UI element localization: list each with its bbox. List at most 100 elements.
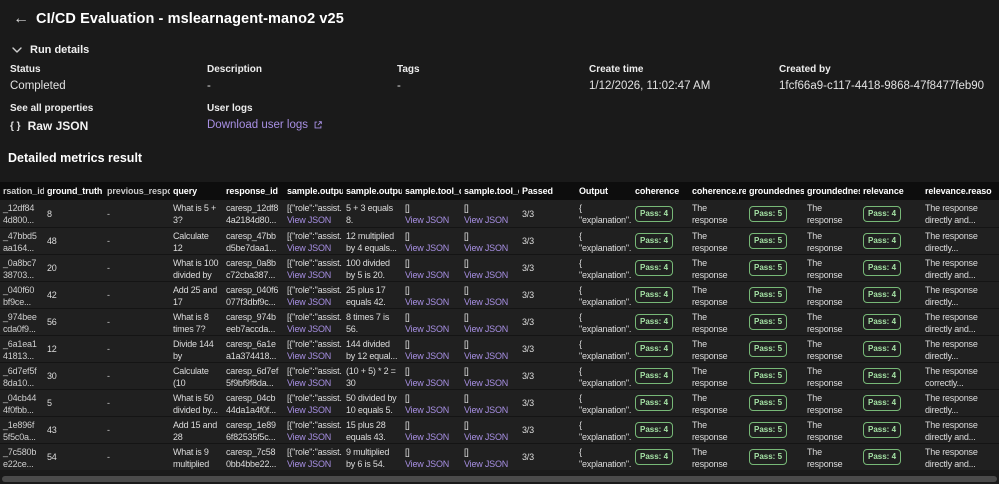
table-row[interactable]: _04cb44 4f0fbb... 5 - What is 50 divided… bbox=[0, 389, 999, 416]
view-json-link[interactable]: View JSON bbox=[405, 270, 450, 280]
view-json-link[interactable]: View JSON bbox=[464, 324, 509, 334]
coherence-pass-badge: Pass: 4 bbox=[635, 341, 674, 357]
table-row[interactable]: _040f60 bf9ce... 42 - Add 25 and 17 care… bbox=[0, 281, 999, 308]
view-json-link[interactable]: View JSON bbox=[287, 324, 332, 334]
cell-relevance-reason: The response directly... bbox=[925, 339, 978, 361]
view-json-link[interactable]: View JSON bbox=[464, 297, 509, 307]
column-header-relevance-reason[interactable]: relevance.reaso bbox=[925, 186, 992, 196]
column-header-groundedness[interactable]: groundedness bbox=[749, 186, 804, 196]
table-row[interactable]: _7c580b e22ce... 54 - What is 9 multipli… bbox=[0, 443, 999, 470]
cell-sample-output: [{"role":"assist. View JSON bbox=[287, 285, 342, 307]
cell-response-id: caresp_0a8b c72cba387... bbox=[226, 258, 276, 280]
cell-coherence: Pass: 4 bbox=[632, 200, 689, 227]
groundedness-pass-badge: Pass: 5 bbox=[749, 449, 788, 465]
relevance-pass-badge: Pass: 4 bbox=[863, 205, 902, 222]
view-json-link[interactable]: View JSON bbox=[405, 324, 450, 334]
view-json-link[interactable]: View JSON bbox=[579, 226, 628, 227]
cell-sample-output-text: (10 + 5) * 2 = 30 bbox=[346, 366, 396, 388]
column-header-query[interactable]: query bbox=[173, 186, 198, 196]
column-header-passed[interactable]: Passed bbox=[522, 186, 553, 196]
column-header-conversation-id[interactable]: rsation_id bbox=[3, 186, 44, 196]
column-header-coherence[interactable]: coherence bbox=[635, 186, 680, 196]
cell-query: Calculate (10 + 5) * 2 bbox=[173, 366, 209, 388]
horizontal-scrollbar-thumb[interactable] bbox=[2, 476, 997, 482]
view-json-link[interactable]: View JSON bbox=[464, 351, 509, 361]
table-row[interactable]: _6a1ea1 41813... 12 - Divide 144 by 12 c… bbox=[0, 335, 999, 362]
view-json-link[interactable]: View JSON bbox=[464, 405, 509, 415]
back-arrow-icon[interactable]: ← bbox=[13, 10, 29, 27]
table-row[interactable]: _47bbd5 aa164... 48 - Calculate 12 multi… bbox=[0, 227, 999, 254]
view-json-link[interactable]: View JSON bbox=[464, 270, 509, 280]
raw-json-button[interactable]: { } Raw JSON bbox=[10, 119, 93, 133]
groundedness-pass-badge: Pass: 5 bbox=[749, 205, 788, 222]
cell-previous-response: - bbox=[107, 344, 110, 354]
view-json-link[interactable]: View JSON bbox=[287, 378, 332, 388]
cell-sample-output-text: 8 times 7 is 56. bbox=[346, 312, 390, 334]
view-json-link[interactable]: View JSON bbox=[405, 215, 450, 225]
cell-ground-truth: 43 bbox=[47, 425, 57, 435]
cell-passed: 3/3 bbox=[522, 371, 534, 381]
view-json-link[interactable]: View JSON bbox=[405, 405, 450, 415]
cell-ground-truth: 8 bbox=[47, 208, 52, 219]
view-json-link[interactable]: View JSON bbox=[287, 405, 332, 415]
view-json-link[interactable]: View JSON bbox=[405, 243, 450, 253]
column-header-ground-truth[interactable]: ground_truth bbox=[47, 186, 103, 196]
column-header-relevance[interactable]: relevance bbox=[863, 186, 904, 196]
cell-query: Add 25 and 17 bbox=[173, 285, 218, 307]
groundedness-pass-badge: Pass: 5 bbox=[749, 260, 788, 276]
column-header-sample-output[interactable]: sample.output_ bbox=[287, 186, 343, 196]
relevance-pass-badge: Pass: 4 bbox=[863, 395, 902, 411]
view-json-link[interactable]: View JSON bbox=[405, 459, 450, 469]
cell-coherence: Pass: 4 bbox=[632, 309, 689, 335]
view-json-link[interactable]: View JSON bbox=[287, 215, 332, 225]
coherence-pass-badge: Pass: 4 bbox=[635, 422, 674, 438]
run-details-toggle[interactable]: Run details bbox=[12, 44, 89, 56]
view-json-link[interactable]: View JSON bbox=[287, 243, 332, 253]
column-header-sample-tool-calls[interactable]: sample.tool_ca bbox=[405, 186, 461, 196]
view-json-link[interactable]: View JSON bbox=[464, 432, 509, 442]
cell-sample-tool-defs: [] View JSON bbox=[461, 336, 519, 362]
view-json-link[interactable]: View JSON bbox=[287, 351, 332, 361]
cell-relevance-reason: The response directly and... bbox=[925, 203, 978, 225]
table-row[interactable]: _1e896f 5f5c0a... 43 - Add 15 and 28 car… bbox=[0, 416, 999, 443]
cell-query: What is 5 + 3? bbox=[173, 203, 217, 225]
view-json-link[interactable]: View JSON bbox=[464, 378, 509, 388]
table-row[interactable]: _974bee cda0f9... 56 - What is 8 times 7… bbox=[0, 308, 999, 335]
cell-sample-tool-defs: [] View JSON bbox=[461, 309, 519, 335]
column-header-sample-output-2[interactable]: sample.output_ bbox=[346, 186, 402, 196]
view-json-link[interactable]: View JSON bbox=[287, 432, 332, 442]
table-row[interactable]: _12df84 4d800... 8 - What is 5 + 3? care… bbox=[0, 200, 999, 227]
column-header-output[interactable]: Output bbox=[579, 186, 608, 196]
download-user-logs-link[interactable]: Download user logs bbox=[207, 119, 323, 131]
cell-groundedness-reason: The response is fully... bbox=[807, 447, 843, 469]
cell-sample-output: [{"role":"assist. View JSON bbox=[287, 203, 342, 225]
view-json-link[interactable]: View JSON bbox=[405, 351, 450, 361]
horizontal-scrollbar[interactable] bbox=[0, 476, 999, 483]
column-header-sample-tool-defs[interactable]: sample.tool_de bbox=[464, 186, 519, 196]
column-header-groundedness-reason[interactable]: groundedness.r bbox=[807, 186, 860, 196]
cell-passed: 3/3 bbox=[522, 317, 534, 327]
view-json-link[interactable]: View JSON bbox=[405, 297, 450, 307]
column-header-response-id[interactable]: response_id bbox=[226, 186, 278, 196]
view-json-link[interactable]: View JSON bbox=[464, 459, 509, 469]
table-row[interactable]: _0a8bc7 38703... 20 - What is 100 divide… bbox=[0, 254, 999, 281]
cell-relevance: Pass: 4 bbox=[860, 228, 922, 254]
view-json-link[interactable]: View JSON bbox=[464, 243, 509, 253]
cell-response-id: caresp_04cb 44da1a4f0f... bbox=[226, 393, 276, 415]
view-json-link[interactable]: View JSON bbox=[287, 459, 332, 469]
cell-previous-response: - bbox=[107, 236, 110, 246]
view-json-link[interactable]: View JSON bbox=[405, 432, 450, 442]
cell-conversation-id: _974bee cda0f9... bbox=[3, 312, 37, 334]
cell-sample-output: [{"role":"assist. View JSON bbox=[287, 393, 342, 415]
cell-response-id: caresp_974b eeb7accda... bbox=[226, 312, 276, 334]
view-json-link[interactable]: View JSON bbox=[287, 297, 332, 307]
column-header-previous-response[interactable]: previous_respo bbox=[107, 186, 170, 196]
table-row[interactable]: _6d7ef5f 8da10... 30 - Calculate (10 + 5… bbox=[0, 362, 999, 389]
view-json-link[interactable]: View JSON bbox=[405, 378, 450, 388]
view-json-link[interactable]: View JSON bbox=[287, 270, 332, 280]
cell-response-id: caresp_040f6 077f3dbf9c... bbox=[226, 285, 279, 307]
view-json-link[interactable]: View JSON bbox=[464, 215, 509, 225]
column-header-coherence-reason[interactable]: coherence.reas bbox=[692, 186, 746, 196]
download-user-logs-label: Download user logs bbox=[207, 119, 309, 131]
cell-output: { "explanation".View JSON bbox=[579, 420, 632, 442]
